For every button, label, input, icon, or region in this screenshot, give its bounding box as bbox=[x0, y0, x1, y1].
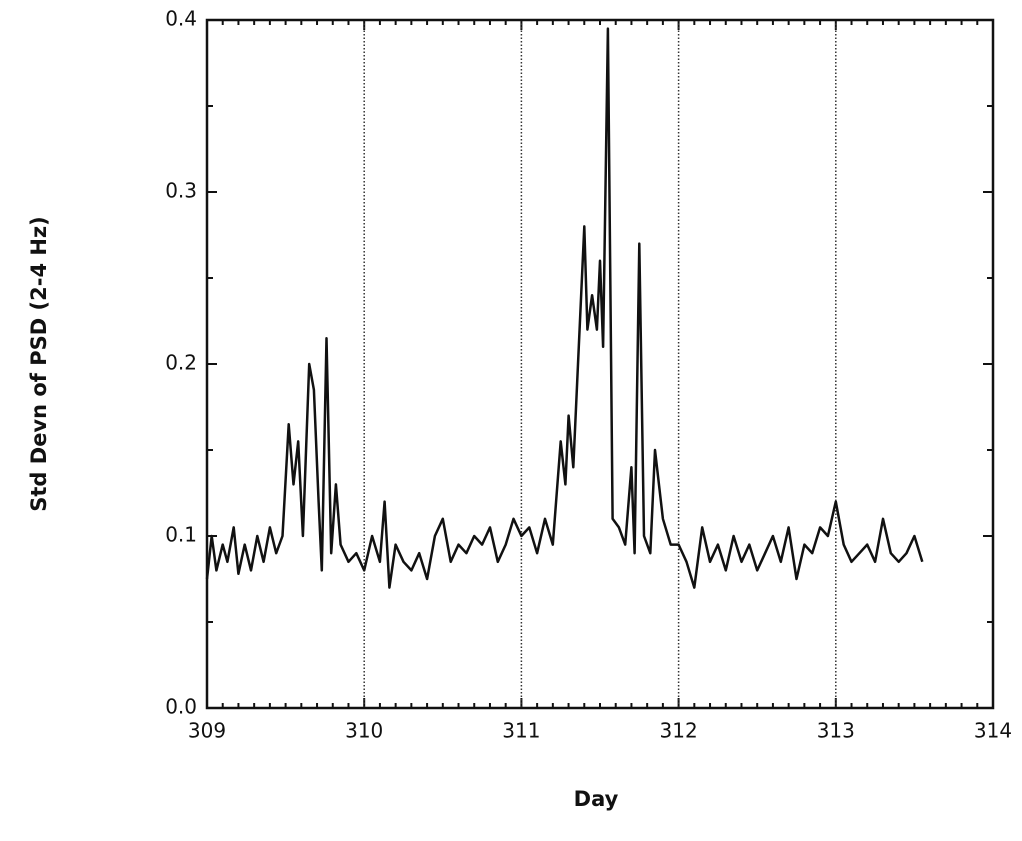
plot-frame bbox=[205, 18, 995, 710]
y-tick-label: 0.0 bbox=[165, 695, 197, 719]
x-tick-label: 312 bbox=[660, 719, 698, 743]
x-tick-label: 309 bbox=[188, 719, 226, 743]
x-tick-label: 310 bbox=[345, 719, 383, 743]
y-tick-label: 0.1 bbox=[165, 523, 197, 547]
y-tick-label: 0.2 bbox=[165, 351, 197, 375]
y-tick-label: 0.4 bbox=[165, 7, 197, 31]
x-tick-label: 313 bbox=[817, 719, 855, 743]
y-tick-label: 0.3 bbox=[165, 179, 197, 203]
y-axis-label: Std Devn of PSD (2-4 Hz) bbox=[27, 216, 51, 512]
x-tick-label: 314 bbox=[974, 719, 1012, 743]
x-tick-label: 311 bbox=[502, 719, 540, 743]
x-axis-label: Day bbox=[574, 787, 619, 811]
data-line bbox=[205, 27, 924, 589]
